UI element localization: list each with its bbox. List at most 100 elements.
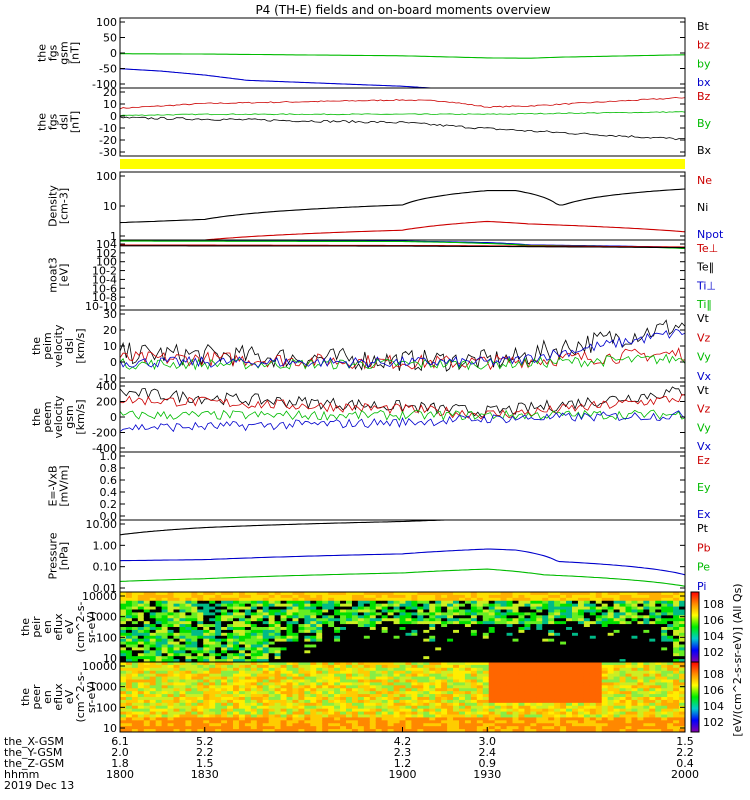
series-by — [120, 53, 685, 59]
x-tick-label: 0.4 — [676, 757, 694, 770]
y-axis-label: dsl — [58, 114, 71, 130]
colorbar-tick: 108 — [703, 598, 724, 611]
legend-Ti‖: Ti‖ — [696, 298, 712, 311]
panel-frame — [119, 17, 686, 89]
series-Pt — [119, 519, 445, 536]
y-tick-label: -50 — [99, 63, 117, 76]
y-axis-label: en — [41, 620, 54, 634]
y-tick-label: 100 — [96, 701, 117, 714]
y-tick-label: 10 — [103, 652, 117, 665]
y-axis-label: [cm-3] — [58, 188, 71, 224]
y-axis-label: the — [30, 408, 43, 426]
legend-Pb: Pb — [697, 541, 711, 554]
y-tick-label: 10-8 — [92, 291, 117, 304]
y-axis-label: peem — [41, 401, 54, 432]
x-row-label: the_Y-GSM — [4, 746, 62, 759]
colorbar-tick: 108 — [703, 668, 724, 681]
y-axis-label: [km/s] — [74, 328, 87, 363]
panel-frame — [119, 239, 686, 311]
legend-Te⊥: Te⊥ — [696, 242, 718, 255]
legend-Vx: Vx — [697, 440, 712, 453]
y-tick-label: 100 — [96, 170, 117, 183]
panel-efield: 1.00.80.60.40.20.0 E=-VxB[mV/m] Ez Ey Ex — [47, 450, 711, 523]
legend-bz: bz — [697, 39, 710, 52]
y-tick-label: 1000 — [89, 611, 117, 624]
legend-Vy: Vy — [697, 351, 711, 364]
panel-density: 100 10 1 Density[cm-3] Ne Ni Npot — [47, 170, 724, 243]
y-tick-label: 30 — [103, 308, 117, 321]
y-tick-label: 0.2 — [100, 498, 118, 511]
x-tick-label: 2.0 — [111, 746, 129, 759]
y-axis-label: eflux — [52, 683, 65, 711]
series-Pi — [119, 548, 686, 576]
panel-peir-en-eflux: 10000 1000 100 10 thepeirenefluxeV(cm^2-s-sr… — [19, 590, 686, 665]
y-tick-label: 1.0 — [100, 450, 118, 463]
x-tick-label: 1.2 — [394, 757, 412, 770]
y-tick-label: 10 — [103, 340, 117, 353]
spectrogram-peir-en-eflux — [120, 592, 686, 663]
y-axis-label: [km/s] — [74, 399, 87, 434]
series-Te⊥ — [120, 244, 685, 248]
y-axis-label: velocity — [52, 395, 65, 438]
colorbar-tick: 104 — [703, 630, 724, 643]
x-tick-label: 1830 — [191, 768, 219, 781]
legend-Ti⊥: Ti⊥ — [696, 279, 716, 292]
y-tick-label: -20 — [99, 134, 117, 147]
y-tick-label: 10-10 — [85, 300, 117, 313]
series-Ne — [120, 220, 686, 241]
x-tick-label: 6.1 — [111, 735, 129, 748]
y-axis-label: eflux — [52, 613, 65, 641]
y-axis-label: the — [30, 337, 43, 355]
quality-flag-bar — [120, 159, 685, 169]
y-axis-label: peer — [30, 684, 43, 710]
y-tick-label: 0 — [110, 356, 117, 369]
x-tick-label: 1930 — [473, 768, 501, 781]
legend-Bx: Bx — [697, 144, 712, 157]
y-tick-label: 10-2 — [92, 265, 117, 278]
y-tick-label: 10-6 — [92, 282, 117, 295]
panel-pressure: 10.00 1.00 0.10 0.01 Pressure[nPa] Pt Pb Pe Pi — [47, 518, 711, 595]
y-axis-label: [eV] — [58, 264, 71, 287]
x-tick-label: 3.0 — [479, 735, 497, 748]
legend-Pi: Pi — [697, 580, 706, 593]
y-axis-label: fgs — [47, 44, 60, 61]
spectrogram-peer-en-eflux — [120, 662, 686, 733]
colorbar-tick: 102 — [703, 716, 724, 729]
y-axis-label: [nT] — [69, 42, 82, 64]
colorbar: 108 106 104 102 108 106 104 102 [eV/(cm^2-s-sr-e… — [690, 583, 744, 737]
y-tick-label: 1 — [110, 230, 117, 243]
colorbar-tick: 106 — [703, 614, 724, 627]
chart-title: P4 (TH-E) fields and on-board moments ov… — [255, 3, 550, 17]
series-Ni — [119, 188, 686, 224]
y-axis-label: the — [36, 44, 49, 62]
y-tick-label: 0.6 — [100, 474, 118, 487]
y-tick-label: 102 — [96, 247, 117, 260]
legend-Pe: Pe — [697, 561, 710, 574]
y-tick-label: 10 — [103, 722, 117, 735]
y-axis-label: [nT] — [69, 111, 82, 133]
colorbar-tick: 106 — [703, 684, 724, 697]
y-tick-label: 50 — [103, 32, 117, 45]
y-tick-label: 0.4 — [100, 486, 118, 499]
y-tick-label: 1.00 — [93, 539, 118, 552]
panel-frame — [119, 451, 686, 521]
y-axis-label: velocity — [52, 324, 65, 367]
y-axis-label: peir — [30, 616, 43, 638]
panel-peer-en-eflux: 10000 1000 100 10 thepeerenefluxeV(cm^2-s-sr… — [19, 660, 686, 735]
legend-Vt: Vt — [697, 312, 710, 325]
legend-bx: bx — [697, 76, 711, 89]
legend-by: by — [697, 57, 711, 70]
x-tick-label: 2.2 — [676, 746, 694, 759]
y-tick-label: 104 — [96, 238, 117, 251]
y-axis-label: sr-eV) — [85, 611, 98, 643]
y-axis-label: [mV/m] — [58, 465, 71, 506]
legend-Ez: Ez — [697, 454, 710, 467]
legend-Vy: Vy — [697, 421, 711, 434]
legend-Bz: Bz — [697, 90, 711, 103]
legend-Ni: Ni — [697, 201, 708, 214]
y-tick-label: 100 — [96, 631, 117, 644]
legend-Vx: Vx — [697, 370, 712, 383]
series-By — [119, 111, 686, 117]
